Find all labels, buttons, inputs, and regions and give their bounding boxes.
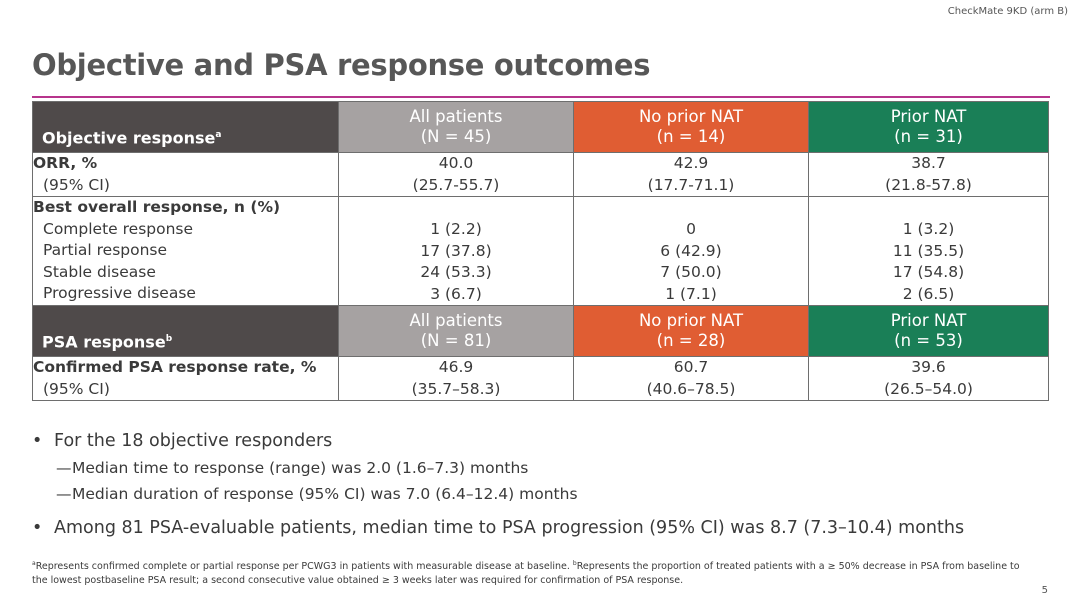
sub-bullet-duration: — Median duration of response (95% CI) w… [32, 481, 1052, 507]
slide-title: Objective and PSA response outcomes [32, 48, 651, 82]
page-number: 5 [1041, 585, 1048, 596]
dash-mark: — [56, 459, 72, 477]
study-label: CheckMate 9KD (arm B) [947, 6, 1068, 17]
bullet-dot: • [32, 431, 43, 451]
footnote: aRepresents confirmed complete or partia… [32, 560, 1020, 587]
bor-no-prior: 0 6 (42.9) 7 (50.0) 1 (7.1) [573, 196, 809, 306]
title-underline [32, 96, 1050, 98]
orr-prior: 38.7 (21.8-57.8) [808, 152, 1049, 197]
objective-col-no-prior-nat: No prior NAT (n = 14) [573, 101, 809, 153]
bullet-list: • For the 18 objective responders — Medi… [32, 429, 1052, 540]
bor-row: Best overall response, n (%) Complete re… [32, 196, 1049, 306]
response-table: Objective responsea All patients (N = 45)… [32, 101, 1049, 401]
orr-label-cell: ORR, % (95% CI) [32, 152, 339, 197]
psa-col-all: All patients (N = 81) [338, 305, 574, 357]
psa-header-row: PSA responseb All patients (N = 81) No pr… [32, 305, 1049, 357]
orr-no-prior: 42.9 (17.7-71.1) [573, 152, 809, 197]
bor-label-cell: Best overall response, n (%) Complete re… [32, 196, 339, 306]
psa-prior: 39.6 (26.5–54.0) [808, 356, 1049, 401]
psa-no-prior: 60.7 (40.6–78.5) [573, 356, 809, 401]
bullet-dot: • [32, 518, 43, 538]
psa-col-prior-nat: Prior NAT (n = 53) [808, 305, 1049, 357]
bor-all: 1 (2.2) 17 (37.8) 24 (53.3) 3 (6.7) [338, 196, 574, 306]
objective-header-label: Objective responsea [32, 101, 339, 153]
orr-all: 40.0 (25.7-55.7) [338, 152, 574, 197]
dash-mark: — [56, 485, 72, 503]
psa-row: Confirmed PSA response rate, % (95% CI) … [32, 356, 1049, 401]
objective-col-all: All patients (N = 45) [338, 101, 574, 153]
sub-bullet-time-to-response: — Median time to response (range) was 2.… [32, 455, 1052, 481]
bullet-responders: • For the 18 objective responders [32, 431, 333, 451]
psa-col-no-prior-nat: No prior NAT (n = 28) [573, 305, 809, 357]
bullet-psa-progression: • Among 81 PSA-evaluable patients, media… [32, 518, 965, 538]
psa-label-cell: Confirmed PSA response rate, % (95% CI) [32, 356, 339, 401]
bor-prior: 1 (3.2) 11 (35.5) 17 (54.8) 2 (6.5) [808, 196, 1049, 306]
orr-row: ORR, % (95% CI) 40.0 (25.7-55.7) 42.9 (17.… [32, 152, 1049, 197]
psa-all: 46.9 (35.7–58.3) [338, 356, 574, 401]
psa-header-label: PSA responseb [32, 305, 339, 357]
objective-col-prior-nat: Prior NAT (n = 31) [808, 101, 1049, 153]
objective-header-row: Objective responsea All patients (N = 45)… [32, 101, 1049, 153]
